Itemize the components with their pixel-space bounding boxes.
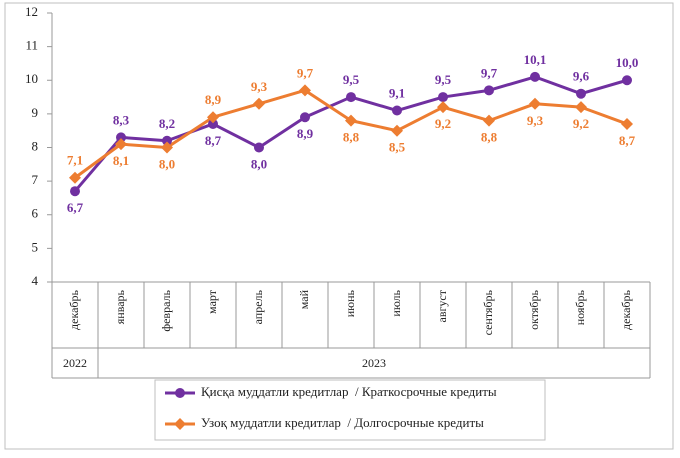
group-label: 2022 bbox=[63, 356, 87, 370]
x-tick-label: декабрь bbox=[67, 289, 81, 330]
value-label: 9,3 bbox=[251, 79, 268, 94]
x-tick-label: декабрь bbox=[619, 289, 633, 330]
value-label: 8,7 bbox=[619, 133, 636, 148]
y-tick-label: 12 bbox=[25, 4, 38, 19]
value-label: 7,1 bbox=[67, 153, 83, 168]
y-tick-label: 9 bbox=[32, 105, 39, 120]
marker bbox=[208, 118, 218, 129]
value-label: 9,3 bbox=[527, 113, 544, 128]
marker bbox=[529, 97, 541, 110]
marker bbox=[391, 124, 403, 137]
marker bbox=[346, 92, 356, 103]
x-tick-label: январь bbox=[113, 289, 127, 324]
marker bbox=[622, 75, 632, 86]
x-tick-label: март bbox=[205, 289, 219, 314]
y-tick-label: 4 bbox=[32, 273, 39, 288]
legend-marker bbox=[175, 388, 185, 398]
group-label: 2023 bbox=[362, 356, 386, 370]
value-label: 8,3 bbox=[113, 112, 130, 127]
marker bbox=[530, 71, 540, 82]
marker bbox=[438, 92, 448, 103]
value-label: 9,1 bbox=[389, 85, 405, 100]
marker bbox=[70, 186, 80, 197]
value-label: 8,0 bbox=[251, 156, 267, 171]
x-tick-label: апрель bbox=[251, 289, 265, 324]
y-tick-label: 10 bbox=[25, 71, 38, 86]
marker bbox=[115, 138, 127, 151]
value-label: 9,7 bbox=[481, 65, 498, 80]
y-tick-label: 5 bbox=[32, 239, 39, 254]
value-label: 10,0 bbox=[616, 55, 639, 70]
value-label: 8,0 bbox=[159, 156, 175, 171]
marker bbox=[162, 135, 172, 146]
value-label: 8,7 bbox=[205, 133, 222, 148]
legend-box bbox=[154, 379, 546, 441]
marker bbox=[207, 111, 219, 124]
x-tick-label: ноябрь bbox=[573, 289, 587, 325]
marker bbox=[69, 171, 81, 184]
value-label: 8,5 bbox=[389, 140, 406, 155]
y-tick-label: 8 bbox=[32, 138, 39, 153]
marker bbox=[300, 112, 310, 123]
marker bbox=[392, 105, 402, 116]
y-tick-label: 6 bbox=[32, 206, 39, 221]
x-tick-label: июнь bbox=[343, 289, 357, 317]
marker bbox=[161, 141, 173, 154]
value-label: 9,2 bbox=[435, 116, 451, 131]
legend-marker bbox=[174, 418, 186, 430]
x-tick-label: февраль bbox=[159, 289, 173, 331]
marker bbox=[621, 117, 633, 130]
marker bbox=[576, 88, 586, 99]
value-label: 8,2 bbox=[159, 116, 175, 131]
value-label: 6,7 bbox=[67, 200, 84, 215]
value-label: 8,8 bbox=[481, 130, 498, 145]
value-label: 9,5 bbox=[435, 72, 452, 87]
value-label: 10,1 bbox=[524, 52, 547, 67]
value-label: 9,2 bbox=[573, 116, 589, 131]
marker bbox=[299, 84, 311, 97]
value-label: 8,9 bbox=[205, 92, 222, 107]
marker bbox=[253, 97, 265, 110]
marker bbox=[575, 101, 587, 114]
marker bbox=[484, 85, 494, 96]
marker bbox=[116, 132, 126, 143]
marker bbox=[345, 114, 357, 127]
y-tick-label: 11 bbox=[25, 38, 38, 53]
marker bbox=[483, 114, 495, 127]
marker bbox=[437, 101, 449, 114]
value-label: 9,5 bbox=[343, 72, 360, 87]
value-label: 8,9 bbox=[297, 126, 314, 141]
x-tick-label: май bbox=[297, 289, 311, 309]
value-label: 9,6 bbox=[573, 69, 590, 84]
x-tick-label: октябрь bbox=[527, 289, 541, 329]
x-tick-label: сентябрь bbox=[481, 289, 495, 335]
y-tick-label: 7 bbox=[32, 172, 39, 187]
x-tick-label: июль bbox=[389, 289, 403, 316]
x-tick-label: август bbox=[435, 289, 449, 322]
marker bbox=[254, 142, 264, 153]
value-label: 8,8 bbox=[343, 130, 360, 145]
chart-border bbox=[4, 2, 674, 450]
value-label: 9,7 bbox=[297, 65, 314, 80]
legend-label: Қисқа муддатли кредитлар / Краткосрочные… bbox=[201, 384, 497, 399]
legend-label: Узоқ муддатли кредитлар / Долгосрочные к… bbox=[201, 415, 484, 430]
value-label: 8,1 bbox=[113, 153, 129, 168]
